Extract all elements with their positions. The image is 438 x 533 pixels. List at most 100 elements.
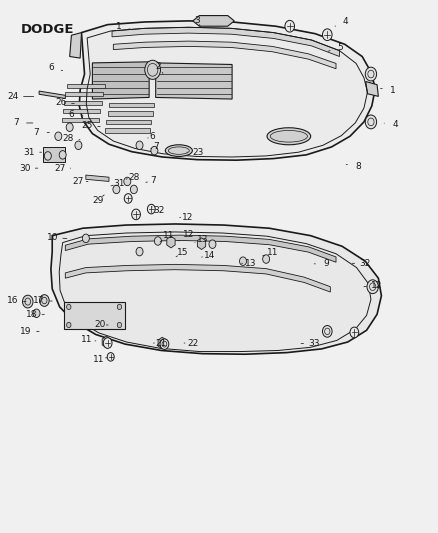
Text: 24: 24 — [7, 92, 18, 101]
Circle shape — [136, 141, 143, 150]
Circle shape — [124, 193, 132, 203]
FancyBboxPatch shape — [64, 302, 125, 329]
Circle shape — [117, 322, 122, 328]
Text: 27: 27 — [73, 177, 84, 186]
Text: 28: 28 — [63, 134, 74, 143]
Text: 7: 7 — [153, 142, 159, 151]
Text: 31: 31 — [113, 179, 124, 188]
Ellipse shape — [267, 128, 311, 145]
Polygon shape — [366, 82, 378, 96]
Text: 10: 10 — [46, 233, 58, 242]
Text: 2: 2 — [155, 62, 161, 70]
Text: 12: 12 — [371, 280, 383, 289]
Text: 3: 3 — [194, 17, 200, 26]
Text: 6: 6 — [150, 132, 155, 141]
Text: 15: 15 — [177, 248, 189, 257]
Text: 16: 16 — [7, 296, 19, 305]
Text: 30: 30 — [19, 164, 31, 173]
Text: 9: 9 — [323, 260, 329, 268]
Circle shape — [209, 240, 216, 248]
Text: 19: 19 — [20, 327, 32, 336]
Polygon shape — [109, 103, 154, 107]
Polygon shape — [106, 120, 151, 124]
Text: DODGE: DODGE — [20, 23, 74, 36]
Circle shape — [145, 60, 160, 79]
Polygon shape — [70, 33, 81, 58]
Circle shape — [33, 309, 40, 318]
Text: 8: 8 — [355, 162, 361, 171]
Polygon shape — [62, 118, 99, 122]
Polygon shape — [51, 224, 381, 354]
Circle shape — [365, 67, 377, 81]
Text: 21: 21 — [155, 338, 167, 348]
Polygon shape — [193, 15, 234, 26]
Circle shape — [136, 247, 143, 256]
Text: 11: 11 — [163, 231, 174, 240]
Text: 25: 25 — [81, 121, 93, 130]
Text: 13: 13 — [197, 236, 208, 245]
Circle shape — [39, 295, 49, 306]
Circle shape — [59, 151, 66, 159]
Text: 22: 22 — [187, 338, 198, 348]
Text: 33: 33 — [308, 339, 320, 348]
Polygon shape — [86, 175, 109, 181]
Text: 17: 17 — [33, 296, 45, 305]
Circle shape — [240, 257, 247, 265]
Circle shape — [82, 234, 89, 243]
Circle shape — [367, 280, 378, 294]
Text: 4: 4 — [392, 119, 398, 128]
Circle shape — [67, 304, 71, 310]
Polygon shape — [92, 62, 149, 99]
Text: 5: 5 — [338, 43, 343, 52]
Text: 1: 1 — [116, 22, 121, 31]
Polygon shape — [39, 91, 65, 99]
Circle shape — [131, 185, 138, 193]
Circle shape — [350, 327, 359, 338]
Circle shape — [117, 304, 122, 310]
Text: 11: 11 — [266, 248, 278, 257]
Polygon shape — [65, 92, 103, 96]
Polygon shape — [67, 84, 105, 88]
Polygon shape — [43, 147, 65, 162]
Text: 6: 6 — [48, 63, 54, 71]
Text: 6: 6 — [69, 110, 74, 119]
Circle shape — [103, 338, 112, 349]
Polygon shape — [63, 109, 100, 114]
Circle shape — [322, 326, 332, 337]
Polygon shape — [86, 22, 367, 86]
Polygon shape — [113, 41, 336, 69]
Circle shape — [148, 204, 155, 214]
Polygon shape — [64, 101, 102, 105]
Circle shape — [160, 339, 169, 350]
Text: 23: 23 — [192, 148, 204, 157]
Text: 31: 31 — [23, 148, 35, 157]
Polygon shape — [108, 111, 152, 116]
Circle shape — [322, 29, 332, 41]
Text: 4: 4 — [343, 18, 349, 27]
Ellipse shape — [165, 145, 192, 157]
Circle shape — [124, 177, 131, 185]
Text: 26: 26 — [55, 98, 67, 107]
Text: 1: 1 — [390, 85, 396, 94]
Circle shape — [154, 237, 161, 245]
Text: 13: 13 — [245, 259, 256, 268]
Text: 20: 20 — [95, 320, 106, 329]
Circle shape — [67, 322, 71, 328]
Circle shape — [22, 295, 33, 308]
Text: 18: 18 — [25, 310, 37, 319]
Text: 11: 11 — [81, 335, 93, 344]
Circle shape — [107, 353, 114, 361]
Polygon shape — [65, 264, 330, 292]
Circle shape — [66, 123, 73, 132]
Circle shape — [132, 209, 141, 220]
Text: 12: 12 — [183, 230, 194, 239]
Circle shape — [263, 255, 270, 263]
Text: 27: 27 — [54, 164, 65, 173]
Text: 7: 7 — [34, 127, 39, 136]
Polygon shape — [155, 63, 232, 99]
Polygon shape — [65, 235, 336, 262]
Circle shape — [365, 115, 377, 129]
Text: 7: 7 — [151, 176, 156, 185]
Text: 14: 14 — [204, 252, 215, 260]
Text: 12: 12 — [182, 213, 193, 222]
